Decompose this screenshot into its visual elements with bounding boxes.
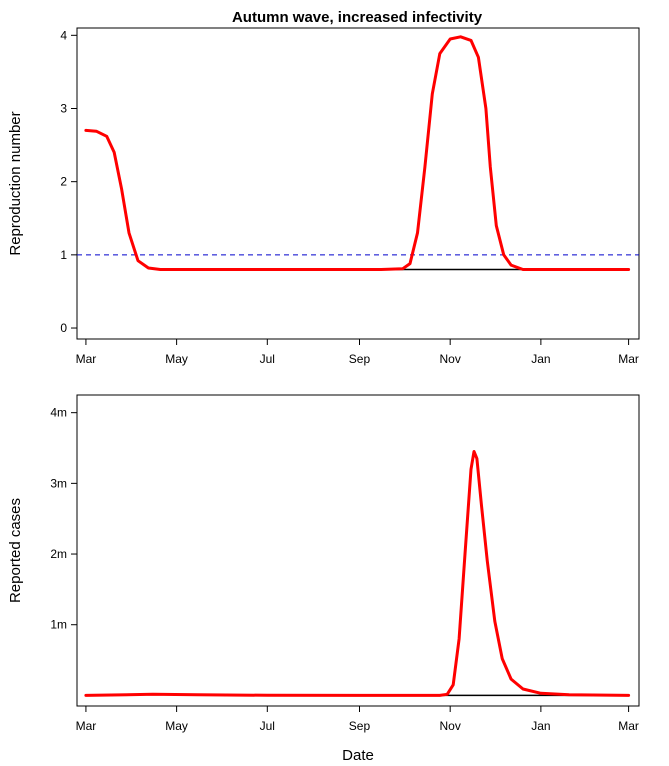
x-tick-label: Nov — [440, 719, 461, 733]
y-tick-label: 3 — [60, 101, 67, 115]
baseline-series-line — [85, 129, 630, 271]
x-tick-label: Mar — [76, 352, 97, 366]
chart-title: Autumn wave, increased infectivity — [232, 9, 483, 26]
x-tick-label: Mar — [76, 719, 97, 733]
x-tick-label: Jul — [260, 719, 275, 733]
y-tick-label: 1 — [60, 248, 67, 262]
scenario-series-line — [84, 35, 631, 271]
x-tick-label: May — [165, 352, 188, 366]
x-tick-label: Sep — [349, 352, 371, 366]
y-tick-label: 2 — [60, 175, 67, 189]
y-axis-title: Reported cases — [7, 498, 24, 603]
y-axis-title: Reproduction number — [7, 111, 24, 255]
y-tick-label: 0 — [60, 321, 67, 335]
plot-frame — [76, 27, 640, 340]
y-tick-label: 1m — [50, 618, 67, 632]
x-tick-label: Jul — [260, 352, 275, 366]
y-tick-label: 3m — [50, 476, 67, 490]
x-tick-label: Jan — [531, 719, 550, 733]
x-tick-label: Jan — [531, 352, 550, 366]
y-tick-label: 2m — [50, 547, 67, 561]
x-tick-label: Mar — [618, 352, 639, 366]
x-tick-label: Nov — [440, 352, 461, 366]
y-tick-label: 4m — [50, 406, 67, 420]
scenario-series-line — [84, 450, 631, 697]
x-tick-label: Mar — [618, 719, 639, 733]
y-tick-label: 4 — [60, 28, 67, 42]
reproduction-number-panel: Mar May Jul Sep Nov Jan Mar 0 1 2 3 4 Reproduction n… — [7, 27, 640, 366]
plot-frame — [76, 394, 640, 707]
x-axis-title: Date — [342, 747, 374, 764]
x-tick-label: Sep — [349, 719, 371, 733]
reported-cases-panel: Mar May Jul Sep Nov Jan Mar 1m 2m 3m 4m Reported ca… — [7, 394, 640, 764]
x-tick-label: May — [165, 719, 188, 733]
